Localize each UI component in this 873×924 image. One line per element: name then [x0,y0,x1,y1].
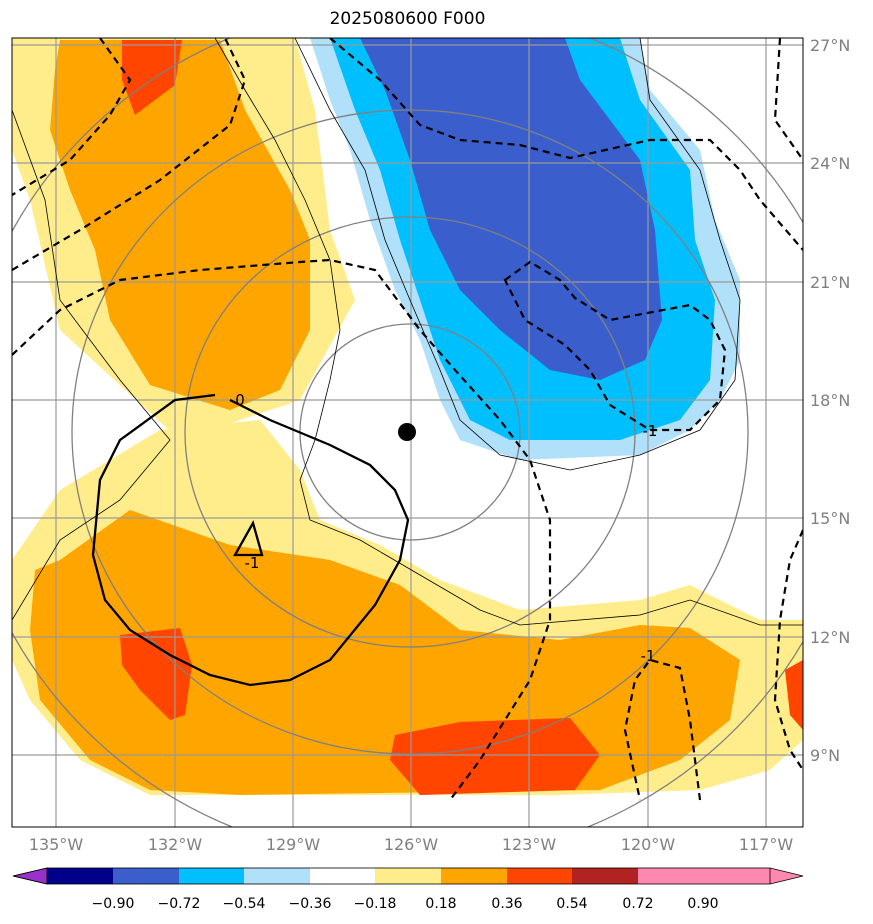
colorbar-segment [113,868,179,884]
lat-label: 24°N [810,154,850,173]
contour-label-neg-b: -1 [643,422,658,440]
lon-label: 117°W [739,835,794,854]
lat-label: 18°N [810,391,850,410]
lon-label: 135°W [29,835,84,854]
contour-label-neg-a: -1 [245,554,260,572]
colorbar-segment [47,868,113,884]
lat-label: 12°N [810,628,850,647]
colorbar-extend-low [12,867,48,885]
colorbar-tick: 0.72 [622,896,653,912]
lon-label: 126°W [384,835,439,854]
colorbar-tick: −0.54 [223,896,266,912]
colorbar-segment [179,868,244,884]
solid-contours [91,393,410,687]
colorbar-segment [244,868,310,884]
colorbar-segment [572,868,638,884]
contour-label-zero: 0 [235,391,245,409]
positive-band-red-1 [122,40,182,115]
range-rings [12,38,803,827]
lon-label: 123°W [502,835,557,854]
contour-label-neg-c: -1 [641,647,656,665]
lon-label: 129°W [266,835,321,854]
colorbar-segment [310,868,375,884]
colorbar-segment [441,868,507,884]
lat-label: 27°N [810,36,850,55]
positive-band-red-4 [785,660,803,730]
colorbar-segment [507,868,572,884]
negative-contours [12,38,803,801]
map-title: 2025080600 F000 [329,9,486,29]
storm-center-marker [398,423,416,441]
colorbar-segment [375,868,441,884]
lat-label: 21°N [810,273,850,292]
colorbar-extend-high [638,868,803,884]
colorbar: −0.90 −0.72 −0.54 −0.36 −0.18 0.18 0.36 … [12,867,804,912]
thin-outlines [12,38,803,626]
lat-label: 15°N [810,509,850,528]
colorbar-tick: 0.54 [556,896,587,912]
map-frame [11,37,804,828]
map-field [12,38,803,795]
colorbar-tick: −0.36 [289,896,332,912]
colorbar-tick: −0.18 [354,896,397,912]
colorbar-tick: 0.90 [687,896,718,912]
positive-band-red-3 [390,718,600,795]
colorbar-tick: 0.18 [425,896,456,912]
lat-label: 9°N [810,746,840,765]
positive-band-red-2 [120,628,192,720]
positive-band-orange-north [50,40,310,410]
latitude-labels: 27°N 24°N 21°N 18°N 15°N 12°N 9°N [810,36,850,765]
colorbar-tick: −0.90 [92,896,135,912]
lon-label: 132°W [148,835,203,854]
negative-band-blue [360,38,662,380]
colorbar-tick: −0.72 [158,896,201,912]
lon-label: 120°W [621,835,676,854]
colorbar-tick: 0.36 [491,896,522,912]
longitude-labels: 135°W 132°W 129°W 126°W 123°W 120°W 117°… [29,835,794,854]
